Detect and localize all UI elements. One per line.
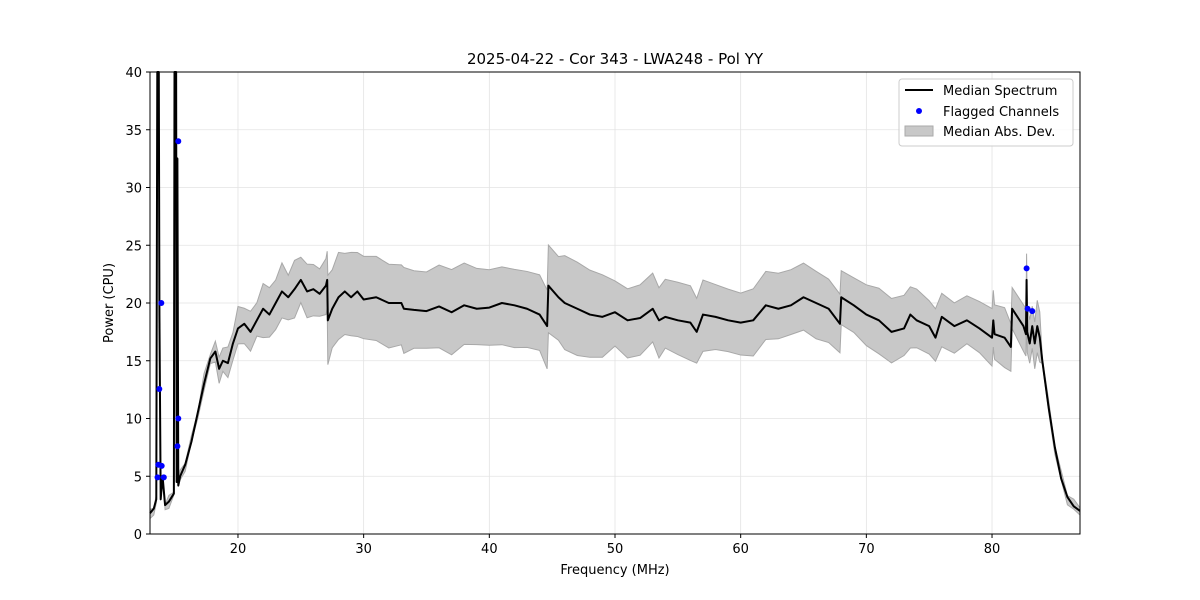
y-tick-label: 10 (125, 413, 142, 428)
y-tick-label: 15 (125, 355, 142, 370)
x-tick-label: 50 (607, 542, 624, 557)
flagged-point (174, 443, 181, 450)
flagged-point (160, 474, 167, 481)
flagged-point (158, 300, 165, 306)
flagged-point (1029, 308, 1036, 315)
median-spectrum (149, 71, 1081, 514)
x-tick-label: 70 (858, 542, 875, 557)
x-tick-label: 40 (481, 542, 498, 557)
flagged-channels (154, 138, 1036, 481)
x-axis-label: Frequency (MHz) (560, 563, 669, 578)
legend: Median Spectrum Flagged Channels Median … (898, 78, 1074, 147)
flagged-point (154, 474, 161, 481)
legend-band-swatch (904, 125, 934, 137)
axis-ticks: 20 30 40 50 60 70 80 0 5 10 15 20 25 30 35 40 (125, 66, 1000, 557)
median-line (149, 71, 1081, 514)
legend-mad: Median Abs. Dev. (943, 125, 1055, 140)
legend-median: Median Spectrum (943, 84, 1057, 99)
x-tick-label: 80 (984, 542, 1001, 557)
flagged-point (1023, 265, 1030, 272)
legend-flagged: Flagged Channels (943, 105, 1059, 120)
flagged-point (158, 462, 165, 469)
flagged-point (156, 386, 163, 393)
flagged-point (175, 415, 182, 422)
y-tick-label: 40 (125, 66, 142, 81)
x-tick-label: 60 (732, 542, 749, 557)
y-tick-label: 30 (125, 182, 142, 197)
legend-box (898, 78, 1074, 147)
flagged-point (175, 138, 182, 145)
flagged-point (1024, 305, 1031, 312)
legend-dot-swatch (916, 108, 922, 114)
y-tick-label: 20 (125, 297, 142, 312)
x-tick-label: 30 (355, 542, 372, 557)
chart-title: 2025-04-22 - Cor 343 - LWA248 - Pol YY (467, 50, 764, 68)
y-tick-label: 35 (125, 124, 142, 139)
y-tick-label: 25 (125, 239, 142, 254)
y-tick-label: 5 (134, 470, 142, 485)
y-axis-label: Power (CPU) (102, 263, 117, 343)
y-tick-label: 0 (134, 528, 142, 543)
x-tick-label: 20 (230, 542, 247, 557)
